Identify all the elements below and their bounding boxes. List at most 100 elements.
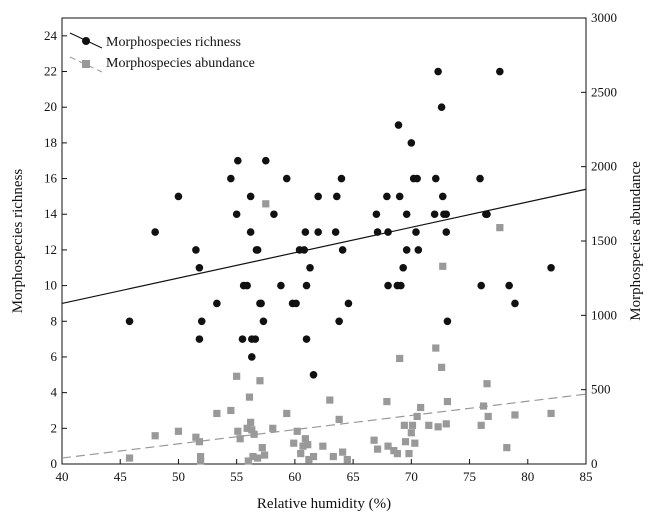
abundance-point xyxy=(393,449,401,458)
richness-point xyxy=(195,263,204,272)
abundance-point xyxy=(479,402,488,410)
abundance-point xyxy=(443,397,452,406)
y2-tick-label: 2500 xyxy=(591,84,617,99)
richness-point xyxy=(442,210,451,219)
richness-point xyxy=(197,317,206,326)
richness-point xyxy=(402,246,411,254)
x-tick-label: 65 xyxy=(347,469,360,484)
x-axis-ticks: 40 45 50 55 60 65 70 75 80 85 xyxy=(56,459,593,484)
richness-point xyxy=(243,281,251,290)
abundance-point xyxy=(339,448,347,456)
abundance-point xyxy=(309,452,318,461)
y-tick-label: 12 xyxy=(44,242,57,257)
y-tick-label: 2 xyxy=(51,420,58,435)
richness-point xyxy=(238,335,247,343)
trend-lines xyxy=(61,188,587,459)
richness-point xyxy=(301,228,310,236)
legend-abundance-marker xyxy=(82,60,90,68)
x-tick-label: 70 xyxy=(405,469,418,484)
richness-point xyxy=(407,139,416,147)
richness-point xyxy=(397,281,405,290)
y2-tick-label: 1500 xyxy=(591,233,617,248)
y-tick-label: 24 xyxy=(44,28,58,43)
richness-point xyxy=(438,192,447,201)
y-tick-label: 18 xyxy=(44,135,57,150)
abundance-point xyxy=(384,442,392,450)
x-tick-label: 85 xyxy=(580,469,593,484)
abundance-point xyxy=(305,455,313,464)
richness-point xyxy=(125,317,134,326)
abundance-point xyxy=(283,409,291,418)
x-tick-label: 50 xyxy=(172,469,185,484)
abundance-point xyxy=(196,457,205,465)
x-tick-label: 40 xyxy=(56,469,69,484)
abundance-point xyxy=(196,452,205,461)
abundance-point xyxy=(407,429,415,437)
abundance-point xyxy=(343,455,351,464)
y-tick-label: 4 xyxy=(51,385,58,400)
abundance-point xyxy=(326,396,334,404)
richness-point xyxy=(270,210,278,219)
richness-point xyxy=(384,228,392,236)
y-tick-label: 10 xyxy=(44,278,57,293)
richness-point xyxy=(430,210,439,219)
richness-point xyxy=(282,174,291,183)
abundance-point xyxy=(233,372,241,380)
abundance-point xyxy=(547,409,555,418)
abundance-point xyxy=(503,444,511,452)
y-tick-label: 20 xyxy=(44,99,57,114)
richness-point xyxy=(399,263,407,272)
y-axis-right-title: Morphospecies abundance xyxy=(628,161,644,321)
abundance-point xyxy=(247,418,255,426)
richness-point xyxy=(437,103,446,111)
richness-point xyxy=(383,192,391,201)
y-tick-label: 8 xyxy=(51,313,58,328)
abundance-point xyxy=(477,421,485,429)
abundance-point xyxy=(174,427,183,435)
richness-point xyxy=(277,281,285,290)
y-tick-label: 0 xyxy=(51,456,58,471)
abundance-trend-line xyxy=(61,393,587,459)
richness-point xyxy=(477,281,486,290)
abundance-point xyxy=(290,439,298,447)
abundance-point xyxy=(192,433,200,441)
richness-point xyxy=(333,192,341,201)
richness-point xyxy=(306,263,314,272)
richness-point xyxy=(213,299,221,308)
abundance-point xyxy=(319,442,327,450)
abundance-point xyxy=(125,454,134,462)
richness-point xyxy=(443,317,452,326)
richness-point xyxy=(314,228,322,236)
y-axis-left-title: Morphospecies richness xyxy=(10,169,26,314)
abundance-point xyxy=(299,442,307,450)
richness-point xyxy=(251,335,260,343)
y2-tick-label: 0 xyxy=(591,456,598,471)
abundance-point xyxy=(258,444,266,452)
abundance-point xyxy=(370,436,378,444)
richness-point xyxy=(384,281,392,290)
y-tick-label: 6 xyxy=(51,349,58,364)
abundance-point xyxy=(227,406,235,415)
abundance-point xyxy=(413,412,421,421)
richness-point xyxy=(414,246,423,254)
abundance-point xyxy=(262,200,270,208)
richness-point xyxy=(483,210,491,219)
richness-point xyxy=(335,317,343,326)
richness-point xyxy=(246,192,255,201)
plot-frame xyxy=(61,17,587,465)
abundance-point xyxy=(245,393,254,401)
abundance-point xyxy=(243,424,251,432)
abundance-point xyxy=(401,438,410,446)
abundance-point xyxy=(261,451,269,459)
richness-point xyxy=(496,67,504,76)
abundance-point xyxy=(417,403,425,412)
y-axis-right-ticks: 0 500 1000 1500 2000 2500 3000 xyxy=(581,10,617,471)
richness-point xyxy=(442,228,451,236)
richness-point xyxy=(314,192,322,201)
richness-point xyxy=(337,174,346,183)
richness-point xyxy=(413,174,421,183)
richness-point xyxy=(253,246,262,254)
richness-point xyxy=(331,228,340,236)
x-tick-label: 75 xyxy=(463,469,476,484)
